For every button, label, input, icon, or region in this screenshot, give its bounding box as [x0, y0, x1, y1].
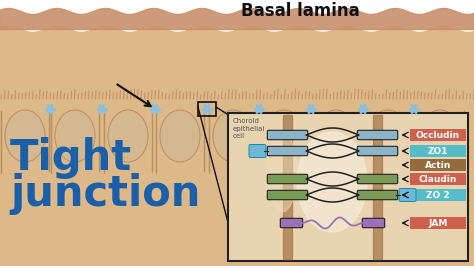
Text: JAM: JAM — [428, 218, 447, 227]
FancyBboxPatch shape — [357, 190, 398, 200]
FancyBboxPatch shape — [267, 130, 308, 140]
FancyBboxPatch shape — [267, 174, 308, 184]
FancyBboxPatch shape — [249, 144, 266, 157]
Text: junction: junction — [10, 173, 201, 215]
Bar — [410, 189, 466, 201]
Bar — [373, 115, 382, 259]
Ellipse shape — [267, 132, 297, 212]
Ellipse shape — [160, 110, 200, 162]
FancyBboxPatch shape — [357, 146, 398, 156]
Text: ZO1: ZO1 — [428, 147, 448, 156]
Ellipse shape — [368, 110, 408, 162]
Ellipse shape — [316, 110, 356, 162]
Bar — [410, 129, 466, 141]
Bar — [283, 115, 292, 259]
Bar — [410, 173, 466, 185]
Text: Basal lamina: Basal lamina — [241, 2, 359, 20]
Ellipse shape — [55, 110, 95, 162]
Ellipse shape — [213, 110, 253, 162]
Bar — [228, 113, 468, 261]
Bar — [0, 69, 474, 171]
Text: Choroid
epithelial
cell: Choroid epithelial cell — [233, 118, 265, 139]
FancyBboxPatch shape — [362, 218, 385, 228]
Text: Tight: Tight — [10, 137, 132, 179]
FancyBboxPatch shape — [357, 174, 398, 184]
Ellipse shape — [420, 110, 460, 162]
FancyBboxPatch shape — [267, 146, 308, 156]
Ellipse shape — [264, 110, 304, 162]
Text: Occludin: Occludin — [416, 131, 460, 139]
Bar — [410, 159, 466, 171]
Bar — [0, 99, 474, 111]
FancyBboxPatch shape — [399, 189, 416, 202]
FancyBboxPatch shape — [267, 190, 308, 200]
Text: ZO 2: ZO 2 — [426, 190, 450, 200]
Bar — [410, 217, 466, 229]
Ellipse shape — [5, 110, 45, 162]
Ellipse shape — [108, 110, 148, 162]
Text: Claudin: Claudin — [419, 174, 457, 184]
Ellipse shape — [297, 132, 367, 232]
Bar — [410, 145, 466, 157]
Text: Actin: Actin — [425, 160, 451, 169]
Bar — [198, 102, 216, 116]
FancyBboxPatch shape — [357, 130, 398, 140]
FancyBboxPatch shape — [280, 218, 303, 228]
